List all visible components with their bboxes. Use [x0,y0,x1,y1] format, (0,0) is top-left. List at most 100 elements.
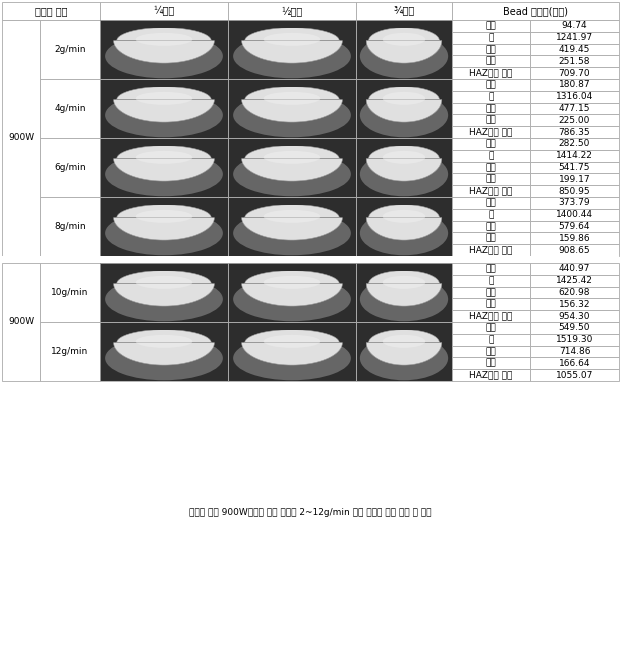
Bar [452,185,530,197]
Bar [452,310,530,322]
Text: 2g/min: 2g/min [54,45,86,54]
Bar [530,334,619,345]
Text: 199.17: 199.17 [559,175,591,184]
Bar [530,185,619,197]
Bar [530,357,619,370]
Bar [228,197,356,205]
Polygon shape [114,27,214,63]
Text: 419.45: 419.45 [559,45,590,54]
Bar [100,263,228,271]
Text: 709.70: 709.70 [559,69,591,78]
Ellipse shape [360,34,448,78]
Bar [356,322,452,330]
Text: 폭: 폭 [488,336,494,344]
Bar [356,197,452,256]
Bar [40,322,100,381]
Bar [228,263,356,271]
Ellipse shape [233,336,351,380]
Bar [228,322,356,330]
Bar [228,138,356,197]
Bar [530,244,619,256]
Bar [228,138,356,197]
Text: 1519.30: 1519.30 [556,336,593,344]
Bar [530,209,619,220]
Ellipse shape [383,92,425,105]
Bar [228,79,356,87]
Text: 12g/min: 12g/min [52,347,89,356]
Bar [228,138,356,146]
Ellipse shape [264,33,320,46]
Text: 폭: 폭 [488,210,494,219]
Bar [530,197,619,209]
Bar [2,263,40,381]
Ellipse shape [135,276,193,289]
Polygon shape [242,271,342,306]
Text: 541.75: 541.75 [559,163,590,172]
Bar [356,197,452,256]
Bar [356,79,452,138]
Bar [530,232,619,244]
Bar [452,126,530,138]
Ellipse shape [135,33,193,46]
Bar [530,310,619,322]
Bar [530,67,619,79]
Bar [100,322,228,381]
Bar [452,197,530,209]
Bar [100,20,228,79]
Bar [530,20,619,32]
Bar [228,2,356,20]
Bar [452,56,530,67]
Text: 549.50: 549.50 [559,323,590,332]
Ellipse shape [105,277,223,321]
Bar [452,2,619,20]
Text: 두께: 두께 [486,288,496,297]
Ellipse shape [360,211,448,255]
Text: 높이: 높이 [486,323,496,332]
Bar [100,79,228,138]
Bar [100,263,228,322]
Bar [530,162,619,173]
Bar [228,79,356,138]
Bar [100,138,228,146]
Text: 8g/min: 8g/min [54,222,86,231]
Bar [100,79,228,87]
Ellipse shape [383,33,425,46]
Bar [530,322,619,334]
Text: 두께: 두께 [486,163,496,172]
Text: 폭: 폭 [488,276,494,285]
Bar [452,334,530,345]
Ellipse shape [360,336,448,380]
Bar [452,114,530,126]
Text: 1425.42: 1425.42 [556,276,593,285]
Ellipse shape [233,152,351,196]
Text: 1400.44: 1400.44 [556,210,593,219]
Bar [452,275,530,286]
Bar [356,197,452,205]
Text: 282.50: 282.50 [559,139,590,148]
Bar [100,197,228,205]
Bar [530,56,619,67]
Polygon shape [366,271,442,306]
Text: 1055.07: 1055.07 [556,371,593,379]
Text: 높이: 높이 [486,264,496,273]
Bar [530,126,619,138]
Bar [228,20,356,27]
Ellipse shape [233,34,351,78]
Text: 폭: 폭 [488,151,494,160]
Bar [100,79,228,138]
Bar [452,263,530,275]
Text: 두께: 두께 [486,347,496,356]
Polygon shape [114,87,214,122]
Bar [356,2,452,20]
Bar [452,79,530,91]
Bar [530,114,619,126]
Bar [228,263,356,271]
Text: 908.65: 908.65 [559,246,591,254]
Ellipse shape [105,93,223,137]
Ellipse shape [233,93,351,137]
Ellipse shape [105,336,223,380]
Text: 깊이: 깊이 [486,300,496,309]
Bar [100,138,228,197]
Text: 두께: 두께 [486,222,496,231]
Text: 높이: 높이 [486,80,496,90]
